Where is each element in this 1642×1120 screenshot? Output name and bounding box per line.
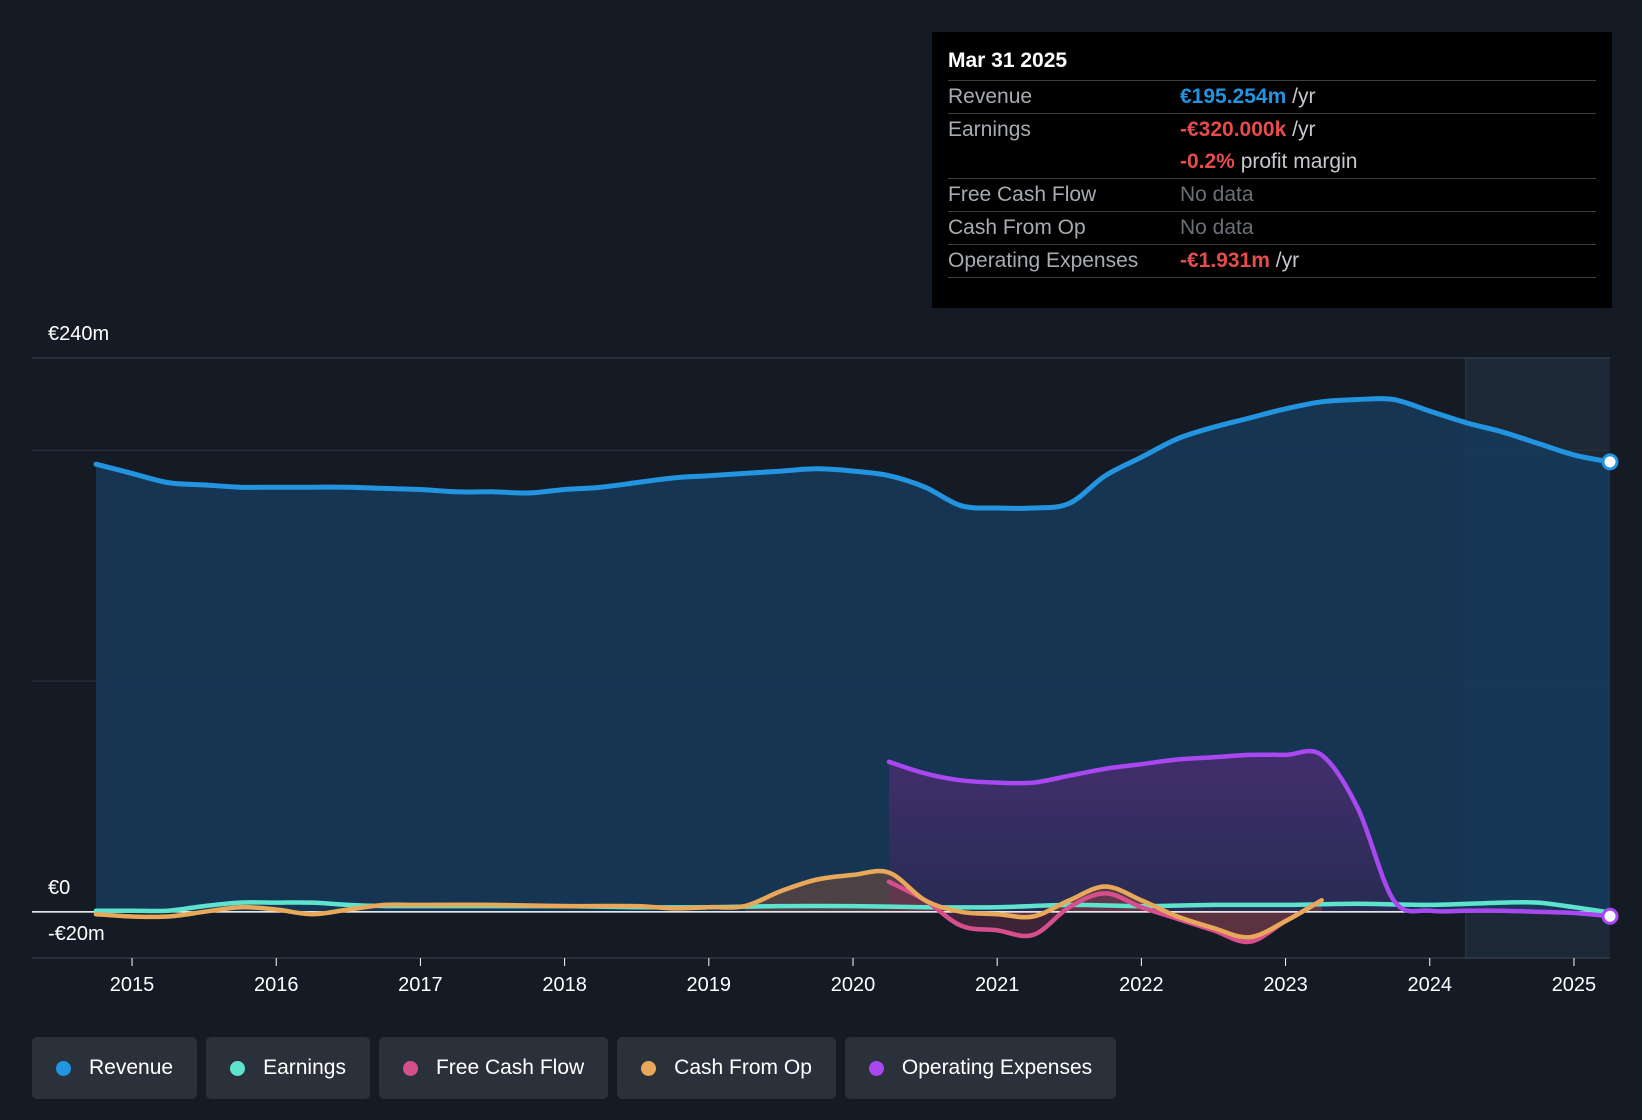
operating-expenses-dot-icon <box>868 1060 884 1076</box>
x-tick-label: 2023 <box>1263 974 1308 996</box>
x-tick-label: 2024 <box>1408 974 1453 996</box>
operating-expenses-line <box>886 748 1613 919</box>
x-tick-label: 2025 <box>1552 974 1597 996</box>
tooltip-row-margin: -0.2% profit margin <box>948 146 1596 178</box>
tooltip-value: -€1.931m <box>1180 249 1270 272</box>
tooltip-row-cfo: Cash From Op No data <box>948 211 1596 244</box>
legend-label: Free Cash Flow <box>435 1056 585 1079</box>
revenue-line <box>93 396 1613 511</box>
legend-label: Revenue <box>89 1056 174 1079</box>
tooltip-label: Cash From Op <box>948 216 1086 239</box>
tooltip-label: Earnings <box>948 118 1031 141</box>
legend: Revenue Earnings Free Cash Flow Cash Fro… <box>32 1037 1117 1099</box>
tooltip-row-revenue: Revenue €195.254m /yr <box>948 80 1596 113</box>
tooltip-row-earnings: Earnings -€320.000k /yr <box>948 113 1596 146</box>
x-tick-label: 2020 <box>831 974 876 996</box>
x-tick-label: 2021 <box>975 974 1020 996</box>
earnings-line <box>93 899 1613 915</box>
x-tick-label: 2016 <box>254 974 299 996</box>
y-label-bottom: -€20m <box>48 923 105 945</box>
tooltip-value: -0.2% <box>1180 150 1235 173</box>
legend-item-operating-expenses[interactable]: Operating Expenses <box>844 1037 1117 1099</box>
revenue-area <box>96 398 1610 912</box>
y-label-zero: €0 <box>48 877 70 899</box>
x-tick-label: 2019 <box>687 974 732 996</box>
operating-expenses-end-dot <box>1601 907 1619 925</box>
y-label-top: €240m <box>48 323 109 345</box>
cash-from-op-line <box>93 868 1324 940</box>
legend-item-free-cash-flow[interactable]: Free Cash Flow <box>378 1037 609 1099</box>
x-tick-label: 2018 <box>542 974 587 996</box>
cash-from-op-area <box>744 871 1322 938</box>
tooltip-panel: Mar 31 2025 Revenue €195.254m /yr Earnin… <box>932 32 1612 308</box>
legend-item-cash-from-op[interactable]: Cash From Op <box>617 1037 836 1099</box>
free-cash-flow-dot-icon <box>402 1060 418 1076</box>
operating-expenses-area <box>889 750 1610 917</box>
tooltip-row-fcf: Free Cash Flow No data <box>948 178 1596 211</box>
tooltip-date: Mar 31 2025 <box>948 49 1068 72</box>
tooltip-unit: profit margin <box>1240 150 1358 173</box>
earnings-dot-icon <box>230 1060 246 1076</box>
tooltip-label: Revenue <box>948 85 1033 108</box>
tooltip-value: No data <box>1180 183 1254 206</box>
legend-label: Earnings <box>263 1056 346 1079</box>
revenue-end-dot <box>1601 453 1619 471</box>
legend-label: Cash From Op <box>674 1056 812 1079</box>
revenue-dot-icon <box>56 1060 71 1076</box>
x-tick-label: 2015 <box>110 974 155 996</box>
tooltip-value: No data <box>1180 216 1254 239</box>
legend-item-revenue[interactable]: Revenue <box>32 1037 198 1099</box>
tooltip-value: -€320.000k <box>1180 118 1287 141</box>
cash-from-op-dot-icon <box>641 1060 657 1076</box>
legend-label: Operating Expenses <box>901 1056 1093 1079</box>
tooltip-label: Operating Expenses <box>948 249 1139 272</box>
tooltip-unit: /yr <box>1292 118 1316 141</box>
tooltip-unit: /yr <box>1292 85 1316 108</box>
tooltip-value: €195.254m <box>1180 85 1287 108</box>
x-tick-label: 2017 <box>398 974 443 996</box>
tooltip-unit: /yr <box>1275 249 1300 272</box>
legend-item-earnings[interactable]: Earnings <box>206 1037 370 1099</box>
tooltip-label: Free Cash Flow <box>948 183 1097 206</box>
x-tick-label: 2022 <box>1119 974 1164 996</box>
tooltip-label <box>948 146 1180 178</box>
free-cash-flow-line <box>886 879 1324 945</box>
tooltip-row-opex: Operating Expenses -€1.931m /yr <box>948 244 1596 278</box>
